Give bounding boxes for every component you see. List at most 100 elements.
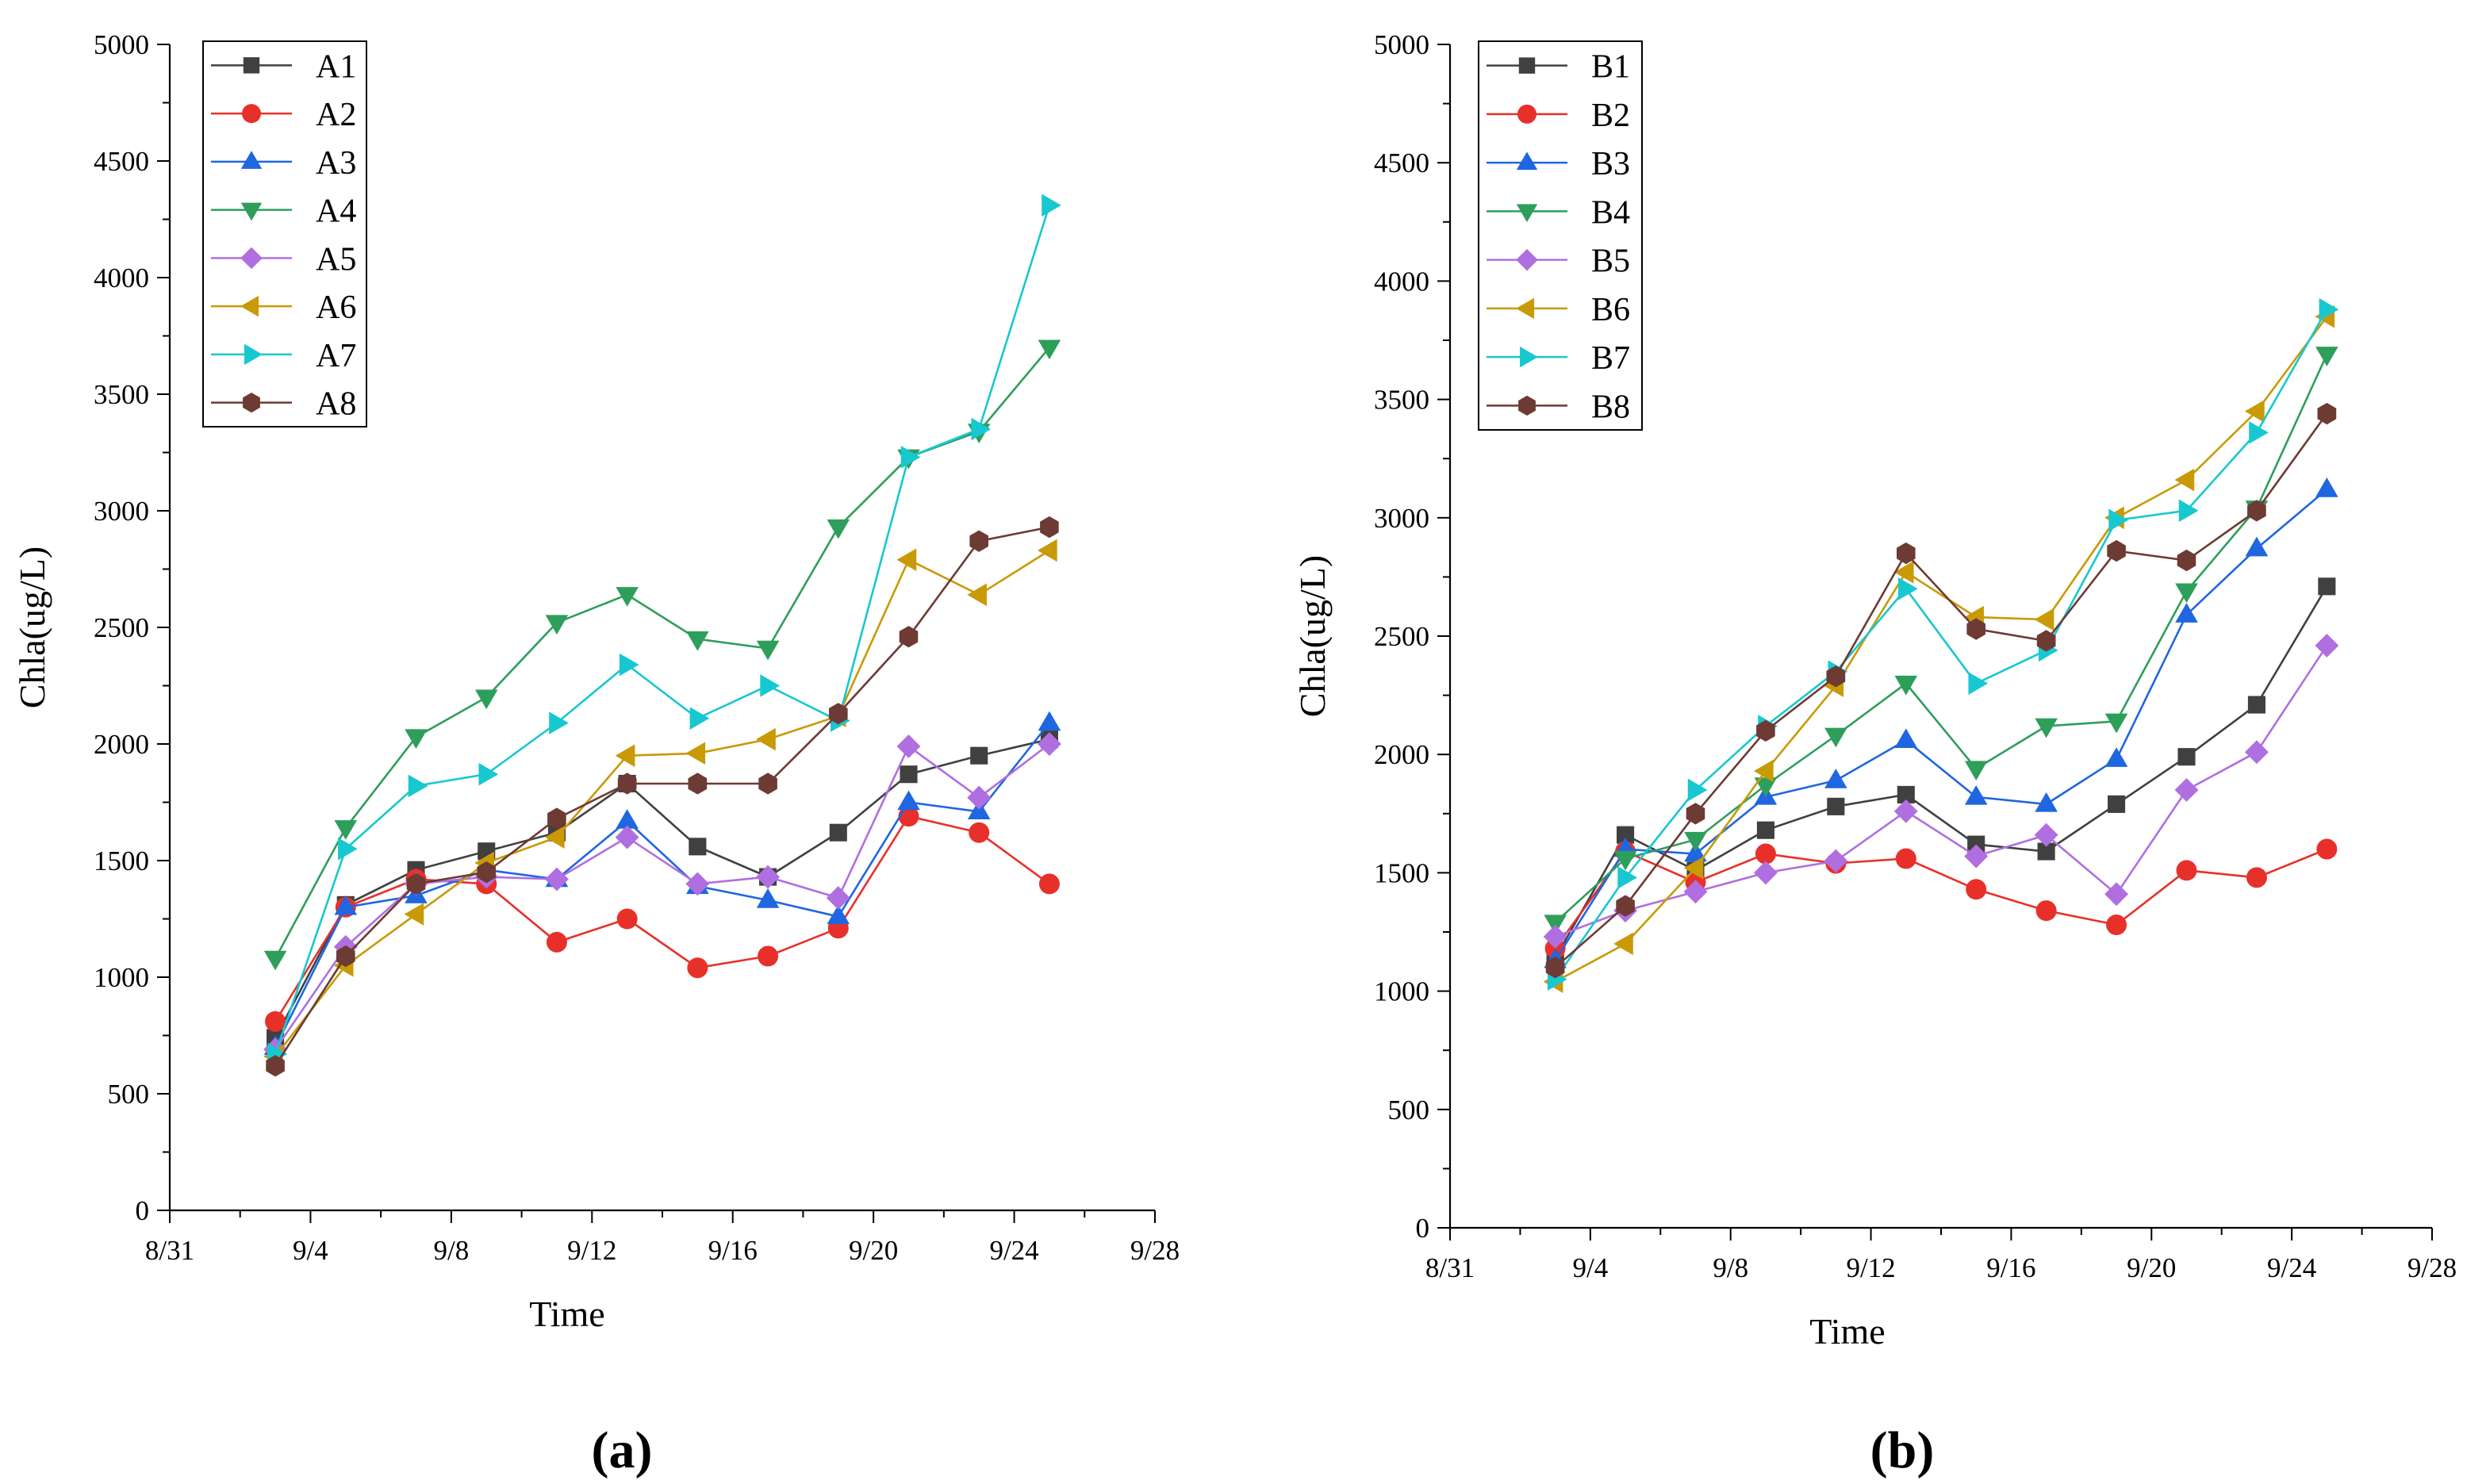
y-tick-label: 5000 [1374, 29, 1429, 60]
data-point-b4 [2104, 713, 2128, 734]
series-line-a4 [274, 347, 1050, 960]
data-point-a6 [756, 727, 776, 751]
x-tick-label: 9/8 [433, 1235, 469, 1266]
data-point-a7 [689, 707, 710, 730]
data-point-b8 [2036, 630, 2056, 652]
data-point-a5 [756, 865, 781, 889]
y-tick-label: 3500 [1374, 385, 1429, 416]
data-point-a3 [616, 809, 639, 829]
data-point-a6 [1037, 539, 1057, 562]
data-point-a8 [899, 626, 919, 648]
data-point-b7 [1617, 866, 1638, 889]
legend-marker [1518, 395, 1536, 416]
legend-label: A8 [316, 386, 356, 423]
x-tick-label: 9/16 [1986, 1252, 2035, 1283]
data-point-a4 [1038, 339, 1061, 360]
x-tick-label: 8/31 [145, 1235, 194, 1266]
legend-marker [240, 295, 259, 317]
data-point-b8 [1756, 719, 1775, 742]
y-tick-label: 1000 [1374, 976, 1429, 1007]
data-point-b7 [1898, 577, 1918, 600]
y-tick-label: 2500 [94, 612, 149, 643]
data-point-b2 [2176, 860, 2197, 881]
data-point-a2 [546, 931, 567, 953]
legend-marker [240, 247, 263, 270]
data-point-b5 [1964, 844, 1989, 869]
y-tick-label: 3000 [1374, 503, 1429, 534]
series-a7 [267, 194, 1061, 1066]
legend-label: A2 [316, 97, 356, 133]
legend-marker [243, 57, 260, 74]
data-point-a4 [263, 950, 287, 971]
data-point-b1 [1897, 785, 1915, 803]
data-point-b4 [1824, 727, 1847, 748]
legend-label: B2 [1591, 98, 1630, 134]
legend-marker [240, 202, 263, 221]
data-point-b1 [2037, 842, 2055, 861]
y-tick-label: 1500 [94, 846, 149, 876]
data-point-a6 [615, 744, 635, 767]
data-point-b1 [1756, 821, 1774, 839]
series-b6 [1543, 305, 2335, 993]
data-point-a7 [338, 838, 358, 861]
series-b5 [1543, 633, 2339, 949]
data-point-a8 [758, 773, 777, 795]
data-point-b3 [2104, 747, 2128, 767]
x-tick-label: 9/24 [989, 1235, 1038, 1266]
data-point-b2 [2246, 867, 2267, 888]
data-point-a6 [404, 903, 424, 926]
data-point-b4 [2315, 347, 2338, 366]
data-point-b4 [1613, 850, 1637, 871]
data-point-b1 [1617, 826, 1635, 844]
legend: B1 B2 B3 B4 B5 B6 B7 B8 [1478, 40, 1643, 431]
data-point-a7 [760, 674, 781, 697]
data-point-a4 [616, 587, 639, 607]
data-point-b2 [1966, 879, 1987, 900]
series-line-b6 [1554, 316, 2328, 983]
data-point-b4 [1544, 915, 1567, 935]
panel-label: (b) [1870, 1421, 1935, 1479]
data-point-a5 [615, 825, 639, 849]
data-point-a1 [689, 838, 707, 856]
series-line-b4 [1554, 354, 2328, 924]
series-b2 [1544, 838, 2338, 959]
data-point-a2 [616, 908, 638, 930]
data-point-b2 [2316, 838, 2338, 860]
data-point-a2 [758, 945, 779, 967]
x-axis-title: Time [529, 1294, 604, 1334]
y-tick-label: 4500 [1374, 148, 1429, 178]
series-line-a1 [274, 738, 1050, 1039]
data-point-a8 [547, 807, 566, 830]
legend-marker [1516, 297, 1534, 320]
data-point-b5 [2244, 740, 2269, 765]
series-a8 [266, 516, 1059, 1077]
data-point-a8 [829, 703, 848, 725]
data-point-a1 [829, 823, 847, 842]
data-point-a1 [900, 765, 918, 784]
data-point-a5 [685, 872, 710, 896]
data-point-a5 [967, 785, 992, 810]
data-point-b2 [1755, 843, 1776, 865]
data-point-b4 [1684, 831, 1707, 852]
data-point-a4 [334, 820, 358, 840]
y-tick-label: 5000 [94, 29, 149, 60]
legend-label: A1 [316, 48, 356, 85]
y-tick-label: 3000 [94, 496, 149, 527]
data-point-b7 [1968, 672, 1989, 695]
legend-label: B3 [1591, 146, 1630, 182]
legend: A1 A2 A3 A4 A5 A6 A7 A8 [202, 40, 367, 428]
data-point-b4 [1754, 777, 1778, 797]
y-tick-label: 4000 [94, 263, 149, 293]
data-point-a3 [967, 800, 991, 820]
legend-marker [1520, 346, 1538, 368]
y-tick-label: 500 [108, 1079, 150, 1110]
data-point-b8 [1686, 803, 1705, 825]
legend-marker [1516, 151, 1538, 171]
x-tick-label: 9/28 [1130, 1235, 1180, 1266]
data-point-a7 [971, 417, 992, 441]
legend-marker [240, 151, 263, 169]
series-line-b3 [1554, 489, 2328, 961]
data-point-a8 [1040, 516, 1059, 539]
legend-label: A6 [316, 290, 356, 326]
